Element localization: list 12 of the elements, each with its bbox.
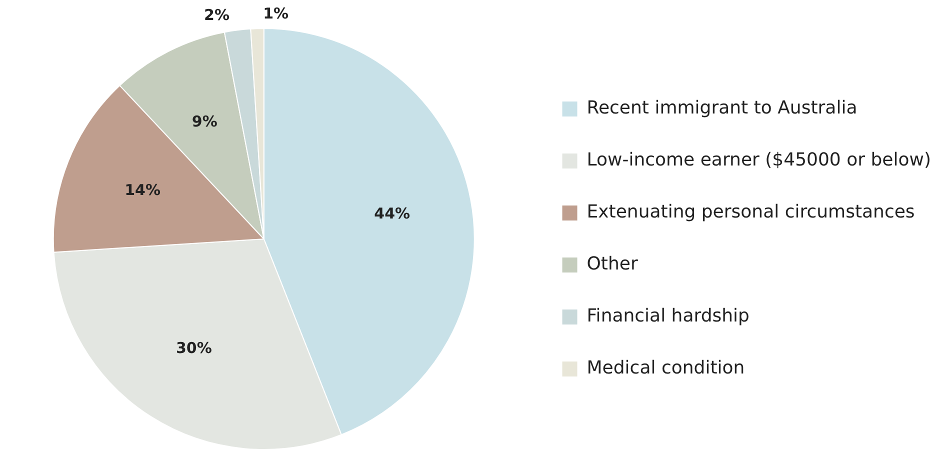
- legend-label: Low-income earner ($45000 or below): [586, 150, 931, 171]
- data-label: 9%: [192, 112, 218, 131]
- data-label: 14%: [124, 180, 160, 199]
- data-label: 30%: [176, 339, 212, 358]
- legend-label: Other: [586, 254, 638, 275]
- legend-label: Financial hardship: [586, 306, 750, 327]
- legend-label: Medical condition: [586, 358, 745, 379]
- legend-label: Extenuating personal circumstances: [586, 202, 915, 223]
- data-label: 2%: [204, 6, 230, 24]
- data-label: 44%: [374, 204, 410, 222]
- data-label: 1%: [263, 4, 289, 22]
- legend-label: Recent immigrant to Australia: [586, 98, 858, 119]
